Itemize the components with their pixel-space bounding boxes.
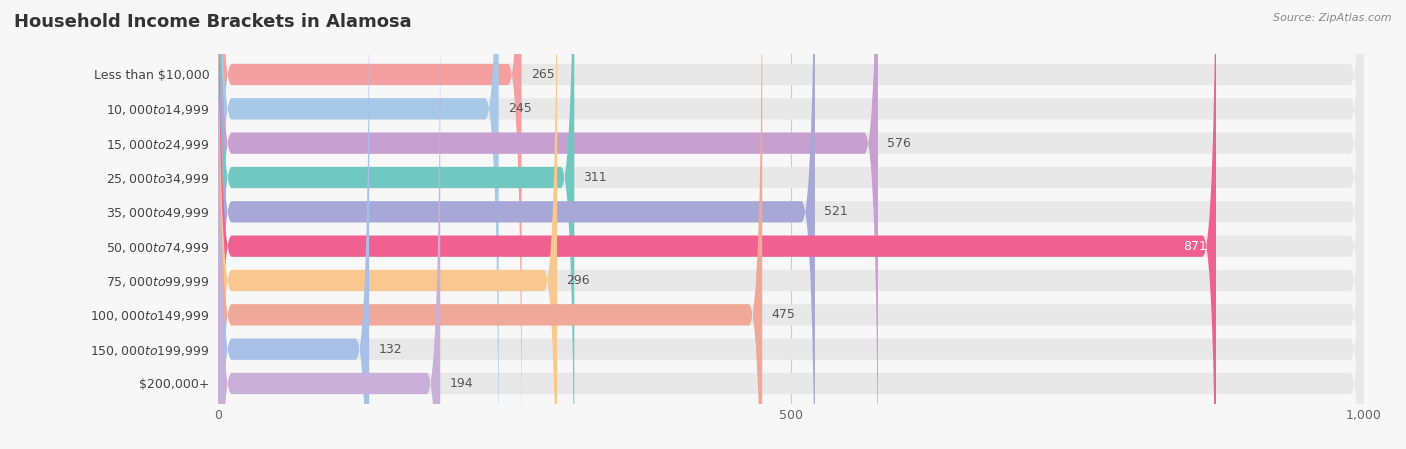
- FancyBboxPatch shape: [218, 0, 440, 449]
- Text: 132: 132: [378, 343, 402, 356]
- Text: 311: 311: [583, 171, 607, 184]
- FancyBboxPatch shape: [218, 0, 762, 449]
- FancyBboxPatch shape: [218, 0, 1364, 449]
- FancyBboxPatch shape: [218, 0, 1364, 449]
- Text: 475: 475: [772, 308, 796, 321]
- Text: 265: 265: [530, 68, 554, 81]
- Text: Source: ZipAtlas.com: Source: ZipAtlas.com: [1274, 13, 1392, 23]
- FancyBboxPatch shape: [218, 0, 557, 449]
- Text: 296: 296: [567, 274, 591, 287]
- Text: 521: 521: [824, 205, 848, 218]
- FancyBboxPatch shape: [218, 0, 499, 449]
- FancyBboxPatch shape: [218, 0, 1364, 449]
- FancyBboxPatch shape: [218, 0, 1364, 449]
- FancyBboxPatch shape: [218, 0, 574, 449]
- FancyBboxPatch shape: [218, 0, 1364, 449]
- Text: 576: 576: [887, 136, 911, 150]
- FancyBboxPatch shape: [218, 0, 370, 449]
- FancyBboxPatch shape: [218, 0, 1364, 449]
- FancyBboxPatch shape: [218, 0, 1364, 449]
- Text: 871: 871: [1182, 240, 1206, 253]
- FancyBboxPatch shape: [218, 0, 815, 449]
- FancyBboxPatch shape: [218, 0, 522, 449]
- Text: 194: 194: [450, 377, 472, 390]
- FancyBboxPatch shape: [218, 0, 1364, 449]
- FancyBboxPatch shape: [218, 0, 1364, 449]
- FancyBboxPatch shape: [218, 0, 1364, 449]
- FancyBboxPatch shape: [218, 0, 1216, 449]
- Text: 245: 245: [508, 102, 531, 115]
- FancyBboxPatch shape: [218, 0, 877, 449]
- Text: Household Income Brackets in Alamosa: Household Income Brackets in Alamosa: [14, 13, 412, 31]
